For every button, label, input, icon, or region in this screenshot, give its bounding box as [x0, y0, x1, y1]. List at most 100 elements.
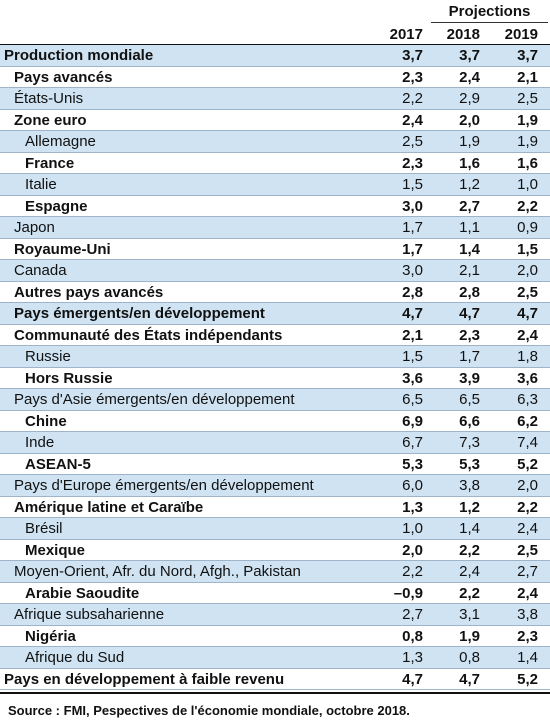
value-2017: 1,3: [402, 649, 423, 666]
value-2018: 5,3: [459, 455, 480, 473]
table-row: Pays d'Asie émergents/en développement 6,…: [0, 389, 550, 411]
value-2017: 3,7: [402, 47, 423, 64]
value-2018: 3,1: [459, 606, 480, 623]
row-label: Pays d'Europe émergents/en développement: [14, 477, 314, 494]
table-row: Royaume-Uni 1,7 1,4 1,5: [0, 239, 550, 260]
value-2017: 3,0: [402, 197, 423, 215]
table-row: Nigéria 0,8 1,9 2,3: [0, 626, 550, 647]
table-row: Zone euro 2,4 2,0 1,9: [0, 110, 550, 131]
value-2017: 1,3: [402, 498, 423, 516]
value-2019: 5,2: [517, 670, 538, 688]
row-label: Communauté des États indépendants: [14, 326, 283, 344]
table-row: Russie 1,5 1,7 1,8: [0, 346, 550, 368]
row-label: Espagne: [25, 197, 88, 215]
row-label: Royaume-Uni: [14, 240, 111, 258]
value-2018: 1,7: [459, 348, 480, 365]
value-2018: 2,8: [459, 283, 480, 301]
table-row: Autres pays avancés 2,8 2,8 2,5: [0, 282, 550, 303]
value-2019: 3,6: [517, 369, 538, 387]
value-2019: 5,2: [517, 455, 538, 473]
value-2017: 2,0: [402, 541, 423, 559]
table-row: Amérique latine et Caraïbe 1,3 1,2 2,2: [0, 497, 550, 518]
value-2018: 2,9: [459, 90, 480, 107]
year-2017-header: 2017: [389, 26, 423, 43]
value-2017: 1,5: [402, 176, 423, 193]
value-2017: 2,7: [402, 606, 423, 623]
value-2017: 1,7: [402, 219, 423, 236]
value-2019: 6,2: [517, 412, 538, 430]
projections-label: Projections: [448, 3, 531, 20]
value-2018: 2,1: [459, 262, 480, 279]
year-2019-header: 2019: [504, 26, 538, 43]
value-2019: 2,5: [517, 283, 538, 301]
value-2019: 2,4: [517, 326, 538, 344]
table-row: Afrique du Sud 1,3 0,8 1,4: [0, 647, 550, 669]
value-2017: 5,3: [402, 455, 423, 473]
table-row: Afrique subsaharienne 2,7 3,1 3,8: [0, 604, 550, 626]
value-2019: 3,7: [517, 47, 538, 64]
value-2019: 1,0: [517, 176, 538, 193]
value-2019: 2,5: [517, 541, 538, 559]
header-projections-row: Projections: [0, 0, 550, 24]
value-2017: 6,0: [402, 477, 423, 494]
value-2019: 4,7: [517, 305, 538, 322]
value-2017: 6,9: [402, 412, 423, 430]
table-body: Production mondiale 3,7 3,7 3,7 Pays avancés…: [0, 45, 550, 690]
value-2018: 6,6: [459, 412, 480, 430]
value-2019: 2,5: [517, 90, 538, 107]
value-2017: 3,6: [402, 369, 423, 387]
value-2017: 1,0: [402, 520, 423, 537]
row-label: Production mondiale: [4, 47, 154, 64]
table-row: Pays émergents/en développement 4,7 4,7 4,7: [0, 303, 550, 325]
value-2018: 7,3: [459, 434, 480, 451]
row-label: ASEAN-5: [25, 455, 91, 473]
value-2018: 1,9: [459, 627, 480, 645]
value-2019: 2,4: [517, 520, 538, 537]
row-label: Pays émergents/en développement: [14, 305, 265, 322]
value-2019: 2,4: [517, 584, 538, 602]
value-2019: 1,5: [517, 240, 538, 258]
row-label: France: [25, 154, 75, 172]
value-2019: 7,4: [517, 434, 538, 451]
value-2018: 2,0: [459, 111, 480, 129]
row-label: États-Unis: [14, 90, 84, 107]
row-label: Nigéria: [25, 627, 76, 645]
row-label: Autres pays avancés: [14, 283, 164, 301]
value-2018: 2,7: [459, 197, 480, 215]
table-row: Pays en développement à faible revenu 4,7…: [0, 669, 550, 690]
table-row: Chine 6,9 6,6 6,2: [0, 411, 550, 432]
row-label: Pays en développement à faible revenu: [4, 670, 285, 688]
row-label: Pays avancés: [14, 68, 113, 86]
value-2018: 2,2: [459, 584, 480, 602]
row-label: Afrique du Sud: [25, 649, 125, 666]
value-2018: 1,2: [459, 176, 480, 193]
value-2017: 4,7: [402, 305, 423, 322]
value-2018: 3,9: [459, 369, 480, 387]
table-row: Italie 1,5 1,2 1,0: [0, 174, 550, 196]
value-2017: 1,7: [402, 240, 423, 258]
row-label: Italie: [25, 176, 57, 193]
value-2017: 2,8: [402, 283, 423, 301]
value-2018: 1,4: [459, 240, 480, 258]
row-label: Russie: [25, 348, 71, 365]
table-row: Moyen-Orient, Afr. du Nord, Afgh., Pakis…: [0, 561, 550, 583]
value-2017: 2,2: [402, 563, 423, 580]
row-label: Arabie Saoudite: [25, 584, 140, 602]
value-2018: 1,2: [459, 498, 480, 516]
row-label: Mexique: [25, 541, 86, 559]
table-row: ASEAN-5 5,3 5,3 5,2: [0, 454, 550, 475]
value-2018: 6,5: [459, 391, 480, 408]
value-2019: 2,1: [517, 68, 538, 86]
row-label: Moyen-Orient, Afr. du Nord, Afgh., Pakis…: [14, 563, 301, 580]
table-row: Brésil 1,0 1,4 2,4: [0, 518, 550, 540]
value-2019: 1,4: [517, 649, 538, 666]
table-row: Pays d'Europe émergents/en développement…: [0, 475, 550, 497]
value-2018: 3,7: [459, 47, 480, 64]
year-2018-header: 2018: [446, 26, 480, 43]
value-2018: 1,6: [459, 154, 480, 172]
row-label: Canada: [14, 262, 67, 279]
value-2019: 6,3: [517, 391, 538, 408]
value-2018: 1,9: [459, 133, 480, 150]
table-row: Arabie Saoudite –0,9 2,2 2,4: [0, 583, 550, 604]
header-years-row: 2017 2018 2019: [0, 24, 550, 44]
